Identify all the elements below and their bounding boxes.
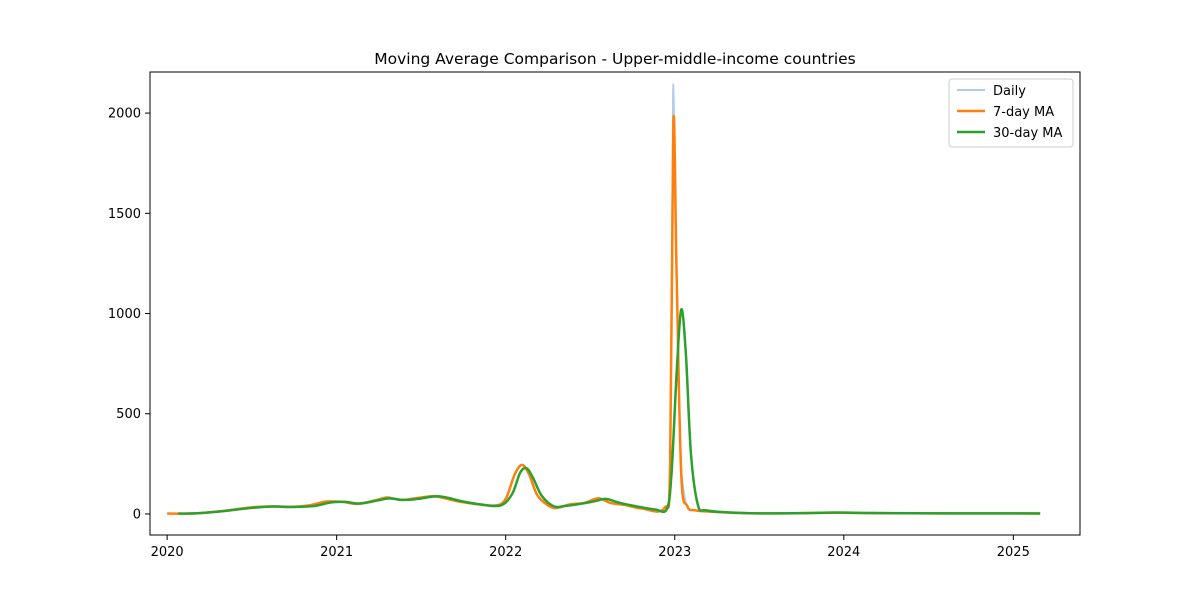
legend-entry-7day: 7-day MA — [957, 105, 1054, 120]
y-axis: 0 500 1000 1500 2000 — [108, 107, 150, 522]
plot-area — [150, 72, 1080, 535]
x-tick-label: 2020 — [151, 545, 184, 560]
plot-frame — [149, 71, 1081, 536]
legend-label-7day: 7-day MA — [993, 105, 1054, 120]
y-tick-label: 500 — [116, 407, 141, 422]
x-axis: 2020 2021 2022 2023 2024 2025 — [151, 535, 1030, 560]
y-tick-label: 0 — [133, 507, 141, 522]
series-line-30-day-ma — [178, 308, 1041, 515]
x-tick-label: 2024 — [827, 545, 860, 560]
legend-label-daily: Daily — [993, 84, 1026, 99]
legend-label-30day: 30-day MA — [993, 126, 1062, 141]
legend: Daily 7-day MA 30-day MA — [948, 78, 1074, 148]
legend-entry-daily: Daily — [957, 84, 1026, 99]
x-tick-label: 2022 — [489, 545, 522, 560]
x-tick-label: 2025 — [997, 545, 1030, 560]
y-tick-label: 1500 — [108, 207, 141, 222]
legend-entry-30day: 30-day MA — [957, 126, 1062, 141]
y-tick-label: 1000 — [108, 307, 141, 322]
legend-box — [948, 78, 1074, 148]
x-tick-label: 2021 — [320, 545, 353, 560]
y-tick-label: 2000 — [108, 107, 141, 122]
chart-title: Moving Average Comparison - Upper-middle… — [374, 50, 856, 68]
series-layer — [167, 83, 1041, 515]
x-tick-label: 2023 — [658, 545, 691, 560]
